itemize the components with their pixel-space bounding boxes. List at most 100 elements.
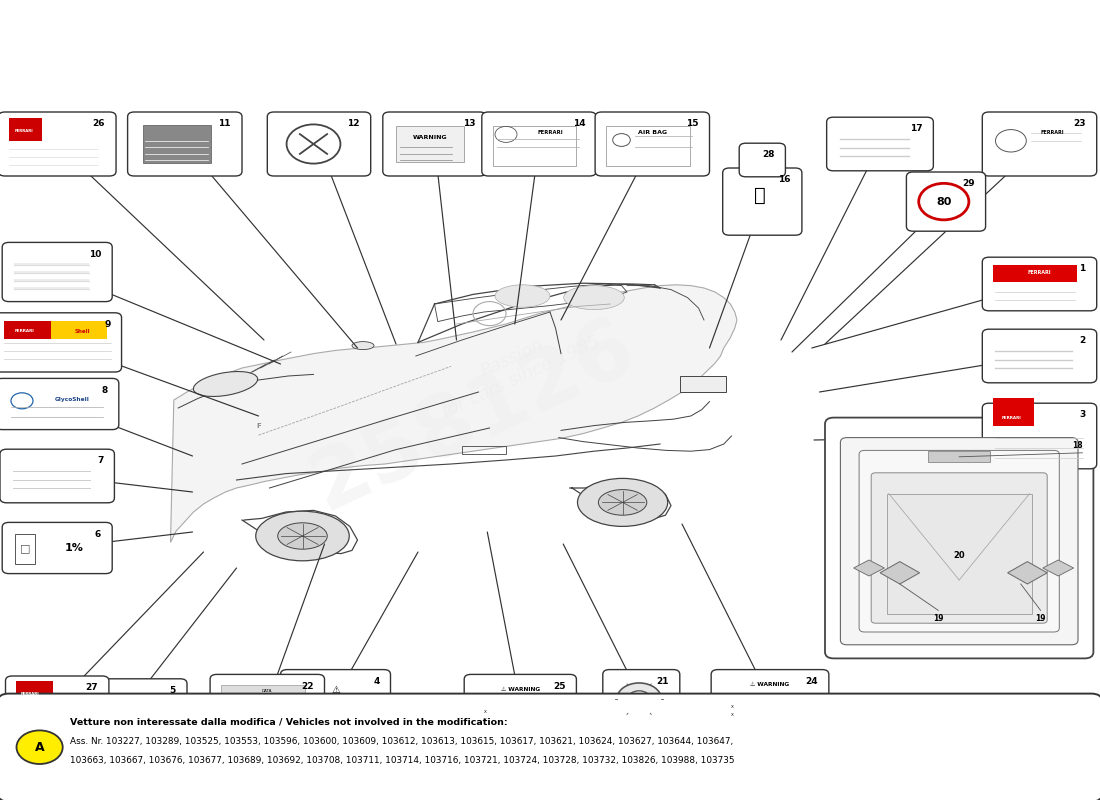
- Bar: [84, 693, 110, 702]
- Text: 10: 10: [89, 250, 101, 258]
- Bar: [84, 704, 110, 712]
- Bar: [287, 698, 307, 705]
- Text: 1: 1: [1079, 264, 1086, 274]
- Ellipse shape: [352, 342, 374, 350]
- Text: A: A: [35, 741, 44, 754]
- Bar: [221, 714, 241, 721]
- Bar: [993, 398, 1034, 426]
- FancyBboxPatch shape: [2, 242, 112, 302]
- Bar: [221, 686, 305, 699]
- Bar: [243, 714, 263, 721]
- Bar: [221, 706, 241, 713]
- Text: 28: 28: [762, 150, 774, 159]
- FancyBboxPatch shape: [6, 676, 109, 732]
- Bar: [493, 126, 576, 166]
- Text: 103663, 103667, 103676, 103677, 103689, 103692, 103708, 103711, 103714, 103716, : 103663, 103667, 103676, 103677, 103689, …: [70, 755, 735, 765]
- Bar: [287, 714, 307, 721]
- Text: 23: 23: [1074, 119, 1086, 128]
- FancyBboxPatch shape: [210, 674, 324, 730]
- Bar: [221, 698, 241, 705]
- Text: ⚠ WARNING: ⚠ WARNING: [750, 682, 790, 687]
- Bar: [887, 494, 1032, 614]
- FancyBboxPatch shape: [711, 670, 829, 729]
- Text: 4: 4: [373, 677, 380, 686]
- Text: 17: 17: [910, 125, 922, 134]
- Bar: [265, 706, 285, 713]
- Text: 15: 15: [686, 119, 698, 128]
- Text: F: F: [256, 422, 261, 429]
- Ellipse shape: [194, 371, 257, 397]
- Text: 27: 27: [86, 683, 98, 692]
- Text: 5: 5: [169, 686, 176, 695]
- Text: □: □: [20, 543, 31, 553]
- Text: FERRARI: FERRARI: [537, 130, 563, 135]
- FancyBboxPatch shape: [906, 172, 986, 231]
- Text: 11: 11: [219, 119, 231, 128]
- FancyBboxPatch shape: [982, 257, 1097, 310]
- Polygon shape: [170, 285, 737, 542]
- Text: Vetture non interessate dalla modifica / Vehicles not involved in the modificati: Vetture non interessate dalla modifica /…: [70, 717, 508, 726]
- Text: FERRARI: FERRARI: [15, 330, 35, 334]
- Text: 18: 18: [1071, 441, 1082, 450]
- FancyBboxPatch shape: [0, 378, 119, 430]
- FancyBboxPatch shape: [0, 112, 117, 176]
- Text: 20: 20: [954, 551, 965, 561]
- FancyBboxPatch shape: [0, 313, 121, 372]
- Bar: [993, 266, 1077, 282]
- FancyBboxPatch shape: [871, 473, 1047, 623]
- FancyBboxPatch shape: [280, 670, 390, 726]
- FancyBboxPatch shape: [482, 112, 596, 176]
- Circle shape: [16, 730, 63, 764]
- Text: 14: 14: [573, 119, 585, 128]
- Bar: [143, 125, 211, 163]
- Text: X: X: [730, 714, 734, 717]
- Text: WARNING: WARNING: [412, 135, 448, 140]
- Bar: [396, 126, 464, 162]
- Text: 7: 7: [97, 456, 103, 466]
- FancyBboxPatch shape: [0, 450, 114, 503]
- FancyBboxPatch shape: [982, 330, 1097, 382]
- Ellipse shape: [277, 523, 328, 549]
- Text: X: X: [730, 706, 734, 709]
- Bar: [52, 321, 107, 339]
- Circle shape: [996, 130, 1026, 152]
- FancyBboxPatch shape: [982, 112, 1097, 176]
- Text: X: X: [484, 718, 487, 722]
- Text: ⛽: ⛽: [755, 186, 766, 205]
- Text: 19: 19: [1035, 614, 1046, 622]
- Text: 16: 16: [779, 175, 791, 184]
- Text: FERRARI: FERRARI: [1041, 130, 1065, 135]
- Ellipse shape: [255, 511, 350, 561]
- Polygon shape: [854, 560, 884, 576]
- Polygon shape: [1043, 560, 1074, 576]
- Circle shape: [617, 683, 661, 715]
- Bar: [462, 446, 506, 454]
- Text: 24: 24: [805, 677, 817, 686]
- FancyBboxPatch shape: [128, 112, 242, 176]
- FancyBboxPatch shape: [723, 168, 802, 235]
- FancyBboxPatch shape: [840, 438, 1078, 645]
- Text: FERRARI: FERRARI: [14, 130, 33, 134]
- FancyBboxPatch shape: [603, 670, 680, 729]
- Bar: [9, 118, 42, 141]
- Bar: [243, 706, 263, 713]
- Bar: [15, 534, 35, 564]
- Text: 3: 3: [1079, 410, 1086, 419]
- Ellipse shape: [495, 285, 550, 307]
- Text: ⚠: ⚠: [331, 685, 340, 694]
- Text: 21: 21: [657, 677, 669, 686]
- Bar: [141, 704, 167, 712]
- Text: FERRARI: FERRARI: [1027, 270, 1052, 275]
- Bar: [680, 376, 726, 392]
- FancyBboxPatch shape: [982, 403, 1097, 469]
- Text: FERRARI: FERRARI: [21, 692, 40, 696]
- Bar: [141, 693, 167, 702]
- FancyBboxPatch shape: [464, 674, 576, 734]
- Bar: [112, 714, 139, 723]
- Circle shape: [628, 691, 650, 707]
- Bar: [3, 321, 52, 339]
- FancyBboxPatch shape: [383, 112, 486, 176]
- Text: 25: 25: [553, 682, 565, 690]
- Bar: [928, 451, 990, 462]
- Circle shape: [918, 183, 969, 220]
